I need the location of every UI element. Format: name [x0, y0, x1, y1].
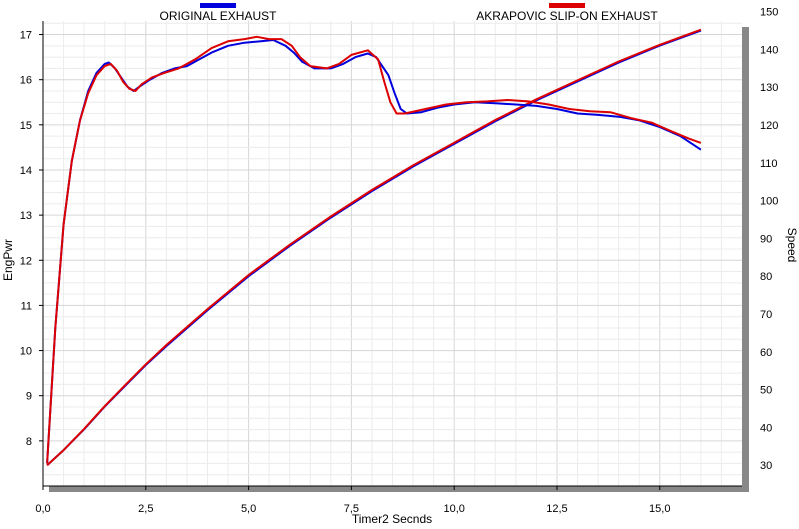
y-right-tick-label: 140 [760, 44, 778, 56]
y-left-tick-label: 10 [20, 346, 32, 358]
y-left-tick-label: 16 [20, 75, 32, 87]
legend-label-original: ORIGINAL EXHAUST [160, 9, 278, 23]
series-lines [46, 28, 702, 466]
x-tick-label: 0,0 [35, 503, 50, 515]
y-right-axis-label: Speed [785, 228, 799, 263]
x-tick-label: 2,5 [138, 503, 153, 515]
y-right-tick-label: 30 [760, 460, 772, 472]
y-left-tick-label: 17 [20, 30, 32, 42]
y-right-tick-label: 150 [760, 7, 778, 19]
legend: ORIGINAL EXHAUST AKRAPOVIC SLIP-ON EXHAU… [160, 3, 658, 23]
x-tick-label: 5,0 [241, 503, 256, 515]
y-right-tick-label: 60 [760, 347, 772, 359]
y-right-tick-label: 100 [760, 196, 778, 208]
y-left-tick-label: 12 [20, 255, 32, 267]
y-left-axis-label: EngPwr [1, 239, 15, 281]
grid [43, 21, 742, 486]
y-right-tick-label: 130 [760, 82, 778, 94]
legend-swatch-original [200, 3, 236, 8]
x-tick-label: 7,5 [344, 503, 359, 515]
y-right-tick-label: 80 [760, 271, 772, 283]
axis-ticks: 0,0 2,5 5,0 7,5 10,0 12,5 15,0 8 9 10 11 12 13 14 15 16… [20, 7, 779, 515]
y-left-tick-label: 9 [26, 391, 32, 403]
y-right-tick-label: 50 [760, 385, 772, 397]
y-right-tick-label: 120 [760, 120, 778, 132]
speed-line-akrapovic [46, 28, 702, 466]
y-right-tick-label: 90 [760, 233, 772, 245]
y-right-tick-label: 40 [760, 422, 772, 434]
x-tick-label: 12,5 [546, 503, 567, 515]
y-left-tick-label: 13 [20, 210, 32, 222]
legend-swatch-akrapovic [549, 3, 585, 8]
engpwr-line-akrapovic [46, 35, 702, 464]
y-left-tick-label: 14 [20, 165, 32, 177]
x-tick-label: 15,0 [649, 503, 670, 515]
y-right-tick-label: 110 [760, 158, 778, 170]
x-tick-label: 10,0 [443, 503, 464, 515]
x-axis-label: Timer2 Secnds [352, 512, 432, 526]
y-left-tick-label: 8 [26, 436, 32, 448]
y-left-tick-label: 15 [20, 120, 32, 132]
y-right-tick-label: 70 [760, 309, 772, 321]
legend-label-akrapovic: AKRAPOVIC SLIP-ON EXHAUST [476, 9, 658, 23]
y-left-tick-label: 11 [21, 300, 32, 312]
